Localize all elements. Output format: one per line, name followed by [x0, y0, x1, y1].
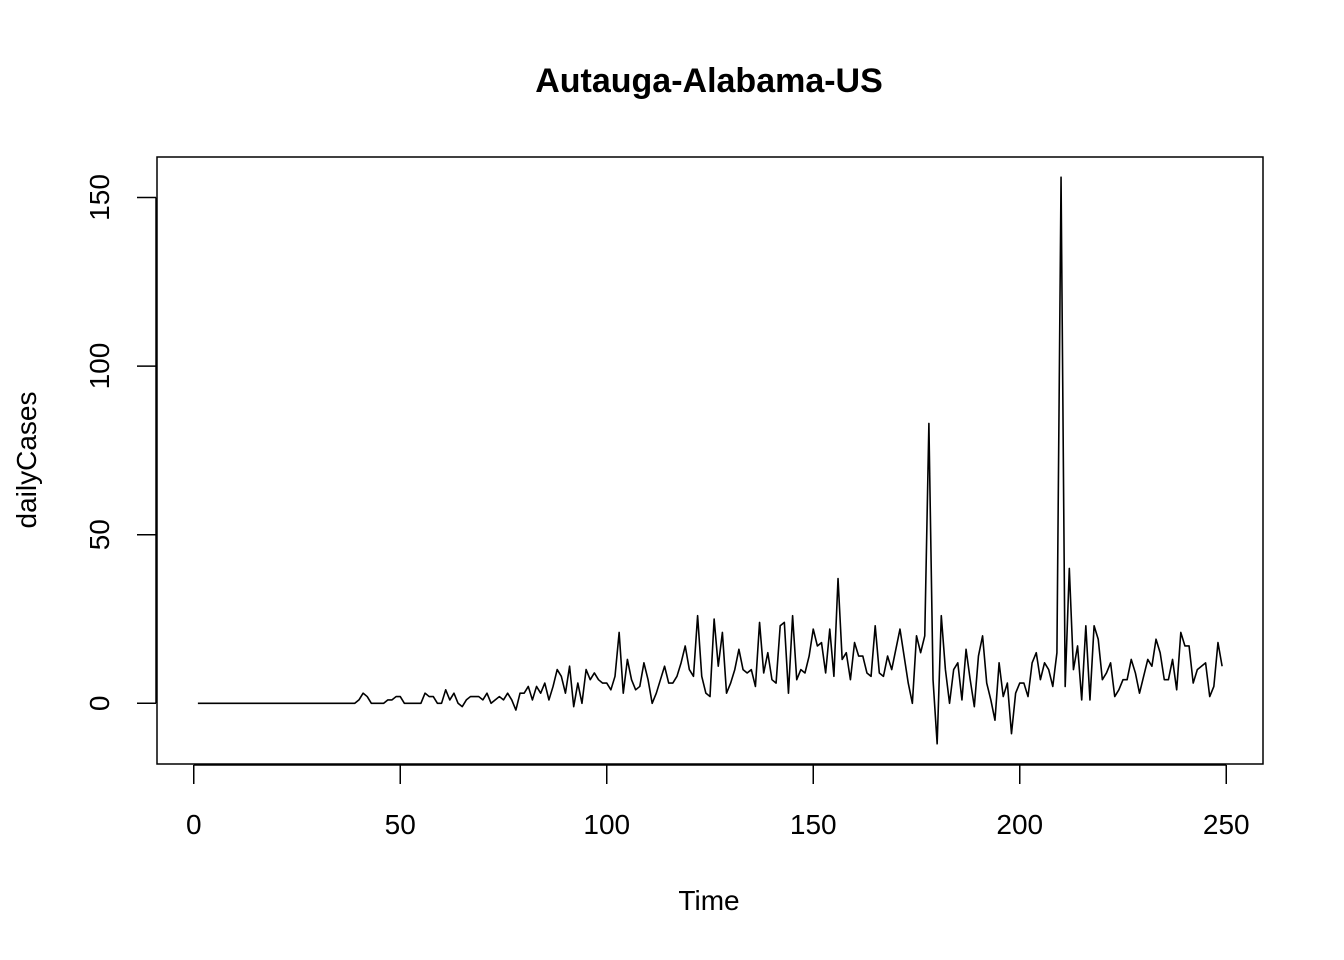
x-axis-label: Time: [678, 885, 739, 916]
x-tick-label: 50: [385, 809, 416, 840]
x-tick-label: 250: [1203, 809, 1250, 840]
y-axis-label: dailyCases: [11, 392, 42, 529]
plot-area-frame: [156, 156, 1264, 765]
x-tick-label: 200: [996, 809, 1043, 840]
y-tick-label: 50: [84, 519, 115, 550]
chart-title: Autauga-Alabama-US: [535, 62, 883, 100]
y-axis: 0 50 100 150: [84, 174, 157, 712]
daily-cases-line: [197, 176, 1223, 745]
x-tick-label: 0: [186, 809, 202, 840]
x-tick-label: 100: [583, 809, 630, 840]
y-tick-label: 100: [84, 343, 115, 390]
y-tick-label: 150: [84, 174, 115, 221]
x-axis: 0 50 100 150 200 250: [186, 764, 1250, 840]
y-tick-label: 0: [84, 696, 115, 712]
x-tick-label: 150: [790, 809, 837, 840]
